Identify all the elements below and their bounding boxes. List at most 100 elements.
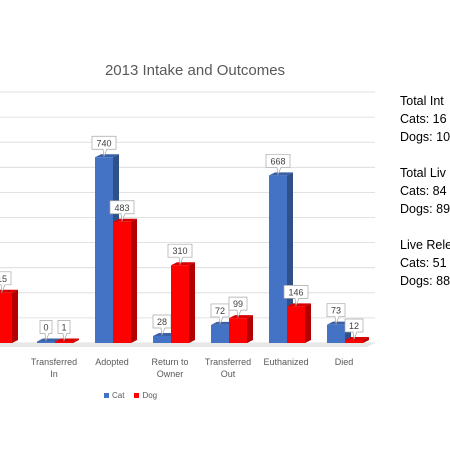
stat-line: Dogs: 10 <box>400 130 450 144</box>
bar-top <box>37 338 61 342</box>
data-label-dog: 12 <box>344 318 364 341</box>
bar-dog <box>171 262 195 343</box>
data-label-text: 72 <box>215 306 225 316</box>
stat-heading: Total Liv <box>400 166 446 180</box>
stat-line: Cats: 51 <box>400 256 447 270</box>
data-label-text: 146 <box>288 287 303 297</box>
bar-cat <box>269 172 293 343</box>
data-label-cat: 73 <box>326 303 346 325</box>
stat-block-live-release: Live Rele Cats: 51 Dogs: 88 <box>400 236 450 290</box>
chart-floor <box>0 343 375 347</box>
category-label: Adopted <box>95 357 129 367</box>
bar-front <box>171 265 189 343</box>
stat-heading: Live Rele <box>400 238 450 252</box>
stat-line: Dogs: 88 <box>400 274 450 288</box>
legend-label-cat: Cat <box>112 391 125 400</box>
legend-item-cat: Cat <box>104 391 124 400</box>
bar-dog <box>345 336 369 343</box>
bar-side <box>73 338 79 343</box>
bar-top <box>345 336 369 340</box>
data-label-cat: 28 <box>152 314 172 337</box>
legend-swatch-cat <box>104 393 109 398</box>
bar-front <box>0 292 12 343</box>
data-label-callout <box>265 153 291 176</box>
bar-side <box>363 336 369 343</box>
bar-top <box>55 338 79 342</box>
legend-swatch-dog <box>134 393 140 398</box>
data-label-cat: 668 <box>265 153 291 176</box>
data-label-partial-dog: 15 <box>0 271 12 294</box>
chart-area: 15 0 1 740 483 28 310 72 99 668 146 73 12 <box>0 91 375 347</box>
bar-dog <box>287 303 311 343</box>
bar-front <box>95 157 113 343</box>
stat-heading: Total Int <box>400 94 444 108</box>
data-label-text: 15 <box>0 274 7 284</box>
data-label-text: 0 <box>43 323 48 333</box>
data-label-text: 740 <box>96 138 111 148</box>
data-label-text: 99 <box>233 299 243 309</box>
data-label-callout <box>109 200 135 223</box>
bar-side <box>131 218 137 343</box>
data-label-dog: 146 <box>283 285 309 307</box>
data-label-text: 668 <box>270 156 285 166</box>
bar-front <box>211 324 229 343</box>
data-label-callout <box>228 296 248 319</box>
legend: Cat Dog <box>104 391 157 400</box>
stat-block-total-live: Total Liv Cats: 84 Dogs: 89 <box>400 164 450 218</box>
bar-front <box>113 221 131 343</box>
bar-top <box>95 154 119 158</box>
bar-top <box>171 262 195 266</box>
bar-top <box>269 172 293 176</box>
data-label-cat: 0 <box>39 320 53 342</box>
bar-front <box>269 175 287 343</box>
data-label-text: 28 <box>157 317 167 327</box>
data-label-callout <box>344 318 364 341</box>
bar-front <box>345 339 363 343</box>
stat-line: Cats: 84 <box>400 184 447 198</box>
legend-item-dog: Dog <box>134 391 157 400</box>
bar-side <box>287 172 293 343</box>
data-label-text: 73 <box>331 306 341 316</box>
data-label-callout <box>326 303 346 325</box>
bar-side <box>189 262 195 343</box>
data-label-callout <box>39 320 53 342</box>
stat-line: Cats: 16 <box>400 112 447 126</box>
bar-dog <box>113 218 137 343</box>
bar-front <box>287 306 305 343</box>
bar-top <box>113 218 137 222</box>
category-label: Return to Owner <box>151 357 189 379</box>
bar-side <box>247 315 253 343</box>
data-label-cat: 72 <box>210 303 230 326</box>
bar-front <box>55 341 73 343</box>
bar-dog <box>229 315 253 343</box>
chart-title: 2013 Intake and Outcomes <box>104 62 286 79</box>
bar-front <box>37 341 55 343</box>
data-label-callout <box>91 135 117 158</box>
bar-top <box>287 303 311 307</box>
stat-line: Dogs: 89 <box>400 202 450 216</box>
data-label-cat: 740 <box>91 135 117 158</box>
data-label-dog: 99 <box>228 296 248 319</box>
bar-partial-dog <box>0 289 18 343</box>
category-label: Died <box>334 357 354 367</box>
data-label-text: 483 <box>114 203 129 213</box>
bar-side <box>12 289 18 343</box>
legend-label-dog: Dog <box>142 391 158 400</box>
category-label-partial: r ner <box>0 356 16 380</box>
bar-front <box>327 324 345 343</box>
category-label: Transferred Out <box>204 357 252 379</box>
bar-front <box>229 318 247 343</box>
bar-front <box>153 335 171 343</box>
data-label-dog: 1 <box>57 320 71 342</box>
data-label-text: 1 <box>61 323 66 333</box>
data-label-text: 310 <box>172 246 187 256</box>
bar-top <box>0 289 18 293</box>
data-label-dog: 483 <box>109 200 135 223</box>
stat-block-total-intake: Total Int Cats: 16 Dogs: 10 <box>400 92 450 146</box>
data-label-callout <box>57 320 71 342</box>
category-label: Euthanized <box>263 357 309 367</box>
data-label-callout <box>167 243 193 266</box>
data-label-callout <box>283 285 309 307</box>
bar-side <box>305 303 311 343</box>
category-label: Transferred In <box>30 357 78 379</box>
